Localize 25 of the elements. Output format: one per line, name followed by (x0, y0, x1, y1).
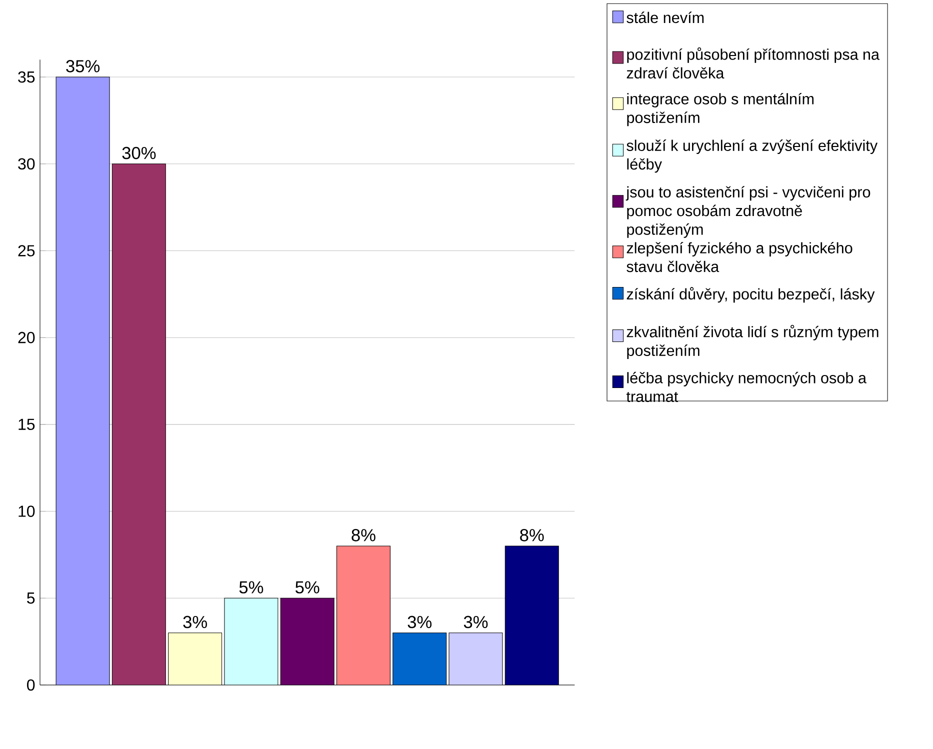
data-label: 3% (183, 616, 207, 628)
data-label: 5% (296, 581, 320, 594)
data-label: 30% (122, 146, 156, 160)
y-tick-label: 10 (18, 506, 35, 517)
data-label: 8% (520, 529, 544, 542)
y-tick-label: 25 (18, 245, 35, 256)
data-label: 3% (408, 616, 432, 628)
legend-label: stále nevím (626, 12, 704, 24)
legend-label: pozitivní působení přítomnosti psa na zdraví člověka (626, 47, 880, 79)
y-tick-label: 35 (18, 71, 35, 83)
legend-label: získání důvěry, pocitu bezpečí, lásky (626, 287, 875, 303)
y-tick-label: 15 (18, 418, 35, 430)
legend-label: zkvalitnění života lidí s různým typem postižením (626, 324, 878, 360)
legend-label: léčba psychicky nemocných osob a traumat (626, 372, 867, 402)
data-label: 8% (352, 529, 376, 542)
legend-label: slouží k urychlení a zvýšení efektivity léčby (626, 140, 878, 173)
y-tick-label: 0 (27, 679, 35, 691)
data-label: 5% (239, 581, 264, 594)
y-tick-label: 30 (18, 158, 35, 170)
data-label: 35% (66, 60, 100, 72)
y-tick-label: 20 (18, 332, 35, 344)
legend-label: integrace osob s mentálním postižením (627, 92, 814, 126)
data-label: 3% (464, 616, 488, 628)
y-tick-label: 5 (27, 592, 35, 604)
legend-label: zlepšení fyzického a psychického stavu člověka (626, 242, 852, 272)
